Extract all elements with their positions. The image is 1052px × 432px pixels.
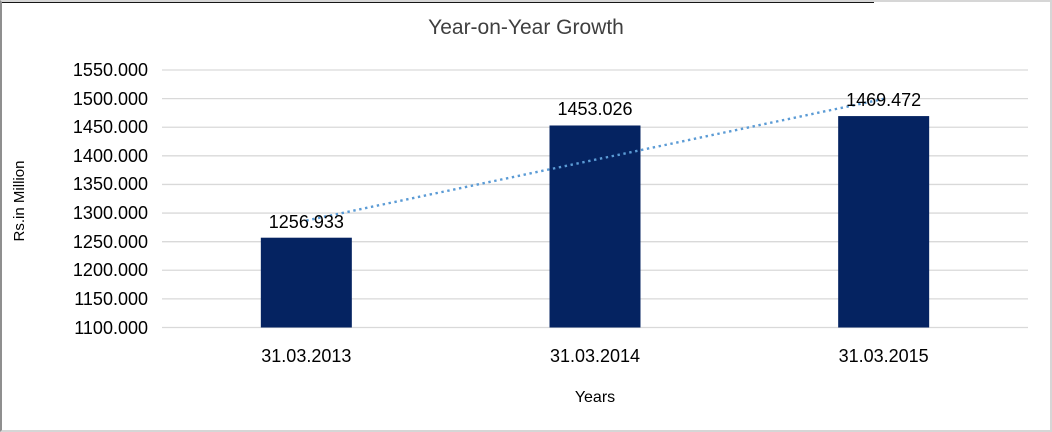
x-tick-label: 31.03.2014 [549, 346, 641, 366]
y-tick-label: 1550.000 [72, 60, 148, 80]
y-tick-label: 1350.000 [72, 174, 148, 195]
top-border-rule [2, 2, 874, 3]
y-tick-label: 1300.000 [72, 203, 148, 224]
bar-value-label: 1453.026 [557, 99, 633, 120]
y-tick-label: 1150.000 [74, 288, 148, 309]
y-tick-label: 1500.000 [72, 88, 148, 109]
y-tick-label: 1400.000 [72, 145, 148, 166]
bar-value-label: 1469.472 [846, 90, 922, 111]
y-tick-label: 1250.000 [72, 231, 148, 252]
bar-value-label: 1256.933 [268, 211, 344, 232]
bar-31.03.2015 [838, 116, 930, 328]
bar-31.03.2013 [260, 237, 352, 328]
x-axis-title: Years [574, 389, 616, 406]
y-tick-label: 1200.000 [72, 260, 148, 281]
chart-title: Year-on-Year Growth [428, 16, 624, 39]
y-tick-label: 1450.000 [72, 117, 148, 138]
y-tick-label: 1100.000 [74, 317, 148, 338]
x-tick-label: 31.03.2013 [261, 346, 352, 366]
linear-trendline [306, 97, 884, 222]
bar-31.03.2014 [549, 125, 641, 328]
x-tick-label: 31.03.2015 [838, 346, 929, 366]
